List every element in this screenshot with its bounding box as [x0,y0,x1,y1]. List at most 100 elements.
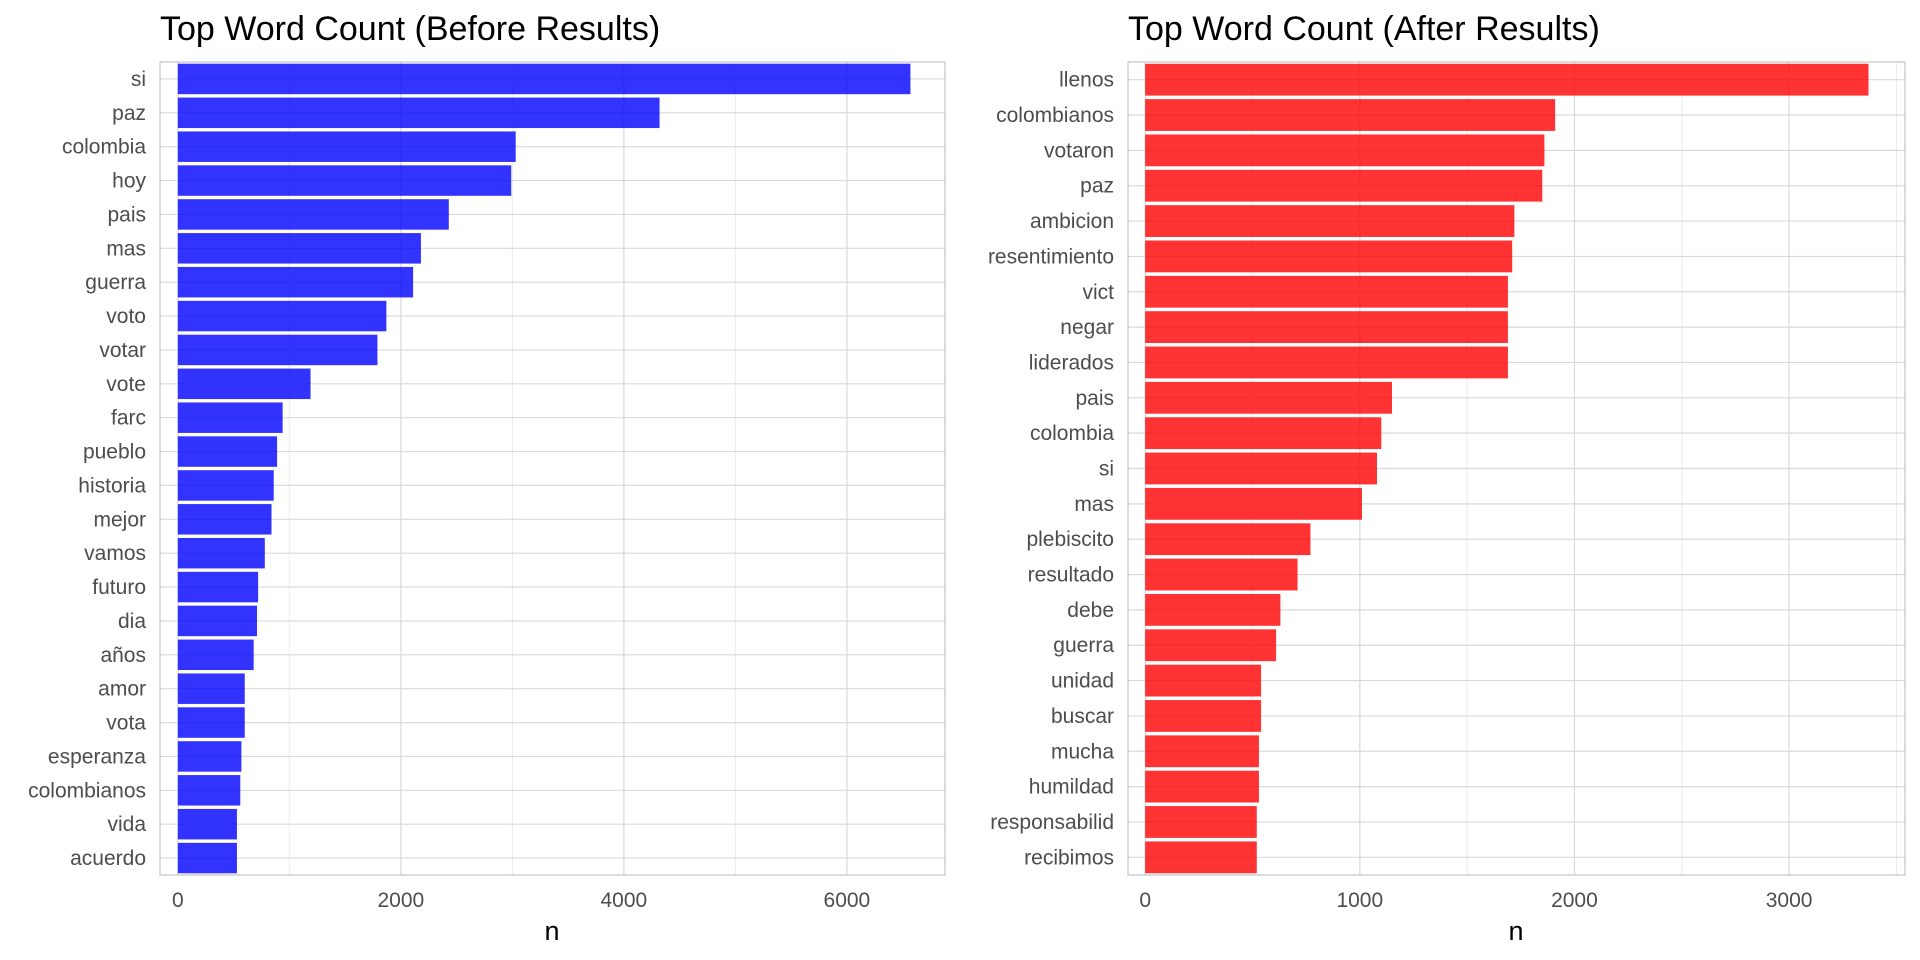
bar-paz [1145,169,1543,202]
category-label: paz [112,102,146,125]
bar-farc [177,402,283,433]
category-label: colombia [62,136,146,159]
bar-recibimos [1145,841,1257,874]
bar-plebiscito [1145,523,1311,556]
bar-mejor [177,504,272,535]
bar-debe [1145,593,1281,626]
plot-panel-before: si paz colombia hoy pais mas guerra voto votar vo… [28,61,946,912]
bar-vota [177,707,245,738]
x-axis-label-before: n [544,916,559,946]
bar-votaron [1145,134,1545,167]
bar-acuerdo [177,842,237,874]
category-label: debe [1067,599,1114,622]
bar-colombianos [177,775,241,806]
bar-pueblo [177,436,278,467]
category-label: mas [1074,493,1114,516]
bar-voto [177,300,387,332]
bar-guerra [1145,629,1277,662]
chart-title-after: Top Word Count (After Results) [1128,10,1600,48]
bar-llenos [1145,63,1869,96]
category-label: paz [1080,175,1114,198]
bar-mas [177,233,421,264]
category-label: farc [111,407,146,430]
bar-mas [1145,487,1362,520]
category-label: humildad [1029,776,1114,799]
x-tick-label: 0 [1139,889,1151,912]
bar-vida [177,808,237,840]
bar-colombianos [1145,99,1556,131]
category-label: buscar [1051,705,1114,728]
bar-años [177,639,254,671]
category-label: mejor [93,508,146,531]
bar-colombia [1145,417,1382,450]
bar-liderados [1145,346,1508,379]
category-label: años [100,644,146,667]
category-label: votaron [1044,139,1114,162]
category-label: ambicion [1030,210,1114,233]
bar-pais [177,199,449,230]
bar-resultado [1145,558,1298,591]
category-label: voto [106,305,146,328]
category-label: amor [98,678,146,701]
category-label: mas [106,237,146,260]
x-tick-label: 0 [172,889,184,912]
category-label: dia [118,610,146,633]
category-label: resultado [1028,564,1114,587]
bar-si [177,63,911,95]
category-label: votar [99,339,146,362]
bar-ambicion [1145,205,1515,237]
category-label: unidad [1051,670,1114,693]
category-label: hoy [112,170,146,193]
bar-amor [177,673,245,704]
category-label: vict [1083,281,1115,304]
category-label: vota [106,712,146,735]
bar-dia [177,605,258,637]
category-label: esperanza [48,745,146,768]
bar-pais [1145,381,1393,414]
bar-hoy [177,165,512,196]
bar-esperanza [177,741,242,772]
x-tick-label: 2000 [1551,889,1598,912]
bar-futuro [177,571,259,603]
x-tick-label: 6000 [824,889,871,912]
category-label: vote [106,373,146,396]
category-label: pais [107,203,146,226]
category-label: negar [1060,316,1114,339]
bar-votar [177,334,378,366]
category-label: colombianos [28,779,146,802]
x-axis-label-after: n [1508,916,1523,946]
bar-humildad [1145,770,1259,803]
bar-buscar [1145,700,1262,732]
bar-vamos [177,537,265,569]
bar-responsabilid [1145,806,1257,838]
category-label: colombia [1030,422,1114,445]
category-label: llenos [1059,69,1114,92]
bar-negar [1145,311,1508,344]
category-label: recibimos [1024,846,1114,869]
bar-colombia [177,131,516,162]
category-label: pais [1075,387,1114,410]
panel-border [159,61,946,876]
category-label: historia [78,474,146,497]
bar-vote [177,368,311,400]
x-tick-label: 3000 [1766,889,1813,912]
category-label: guerra [1053,634,1114,657]
bar-historia [177,470,274,501]
category-label: guerra [85,271,146,294]
bar-resentimiento [1145,240,1513,273]
panel-border [1127,61,1906,876]
category-label: resentimiento [988,245,1114,268]
category-label: plebiscito [1026,528,1114,551]
category-label: liderados [1029,351,1114,374]
category-label: futuro [92,576,146,599]
bar-vict [1145,275,1508,308]
bar-mucha [1145,735,1259,768]
category-label: responsabilid [990,811,1114,834]
category-label: si [131,68,146,91]
plot-panel-after: llenos colombianos votaron paz ambicion resen… [988,61,1906,912]
bar-guerra [177,266,414,298]
bar-paz [177,97,660,129]
category-label: acuerdo [70,847,146,870]
